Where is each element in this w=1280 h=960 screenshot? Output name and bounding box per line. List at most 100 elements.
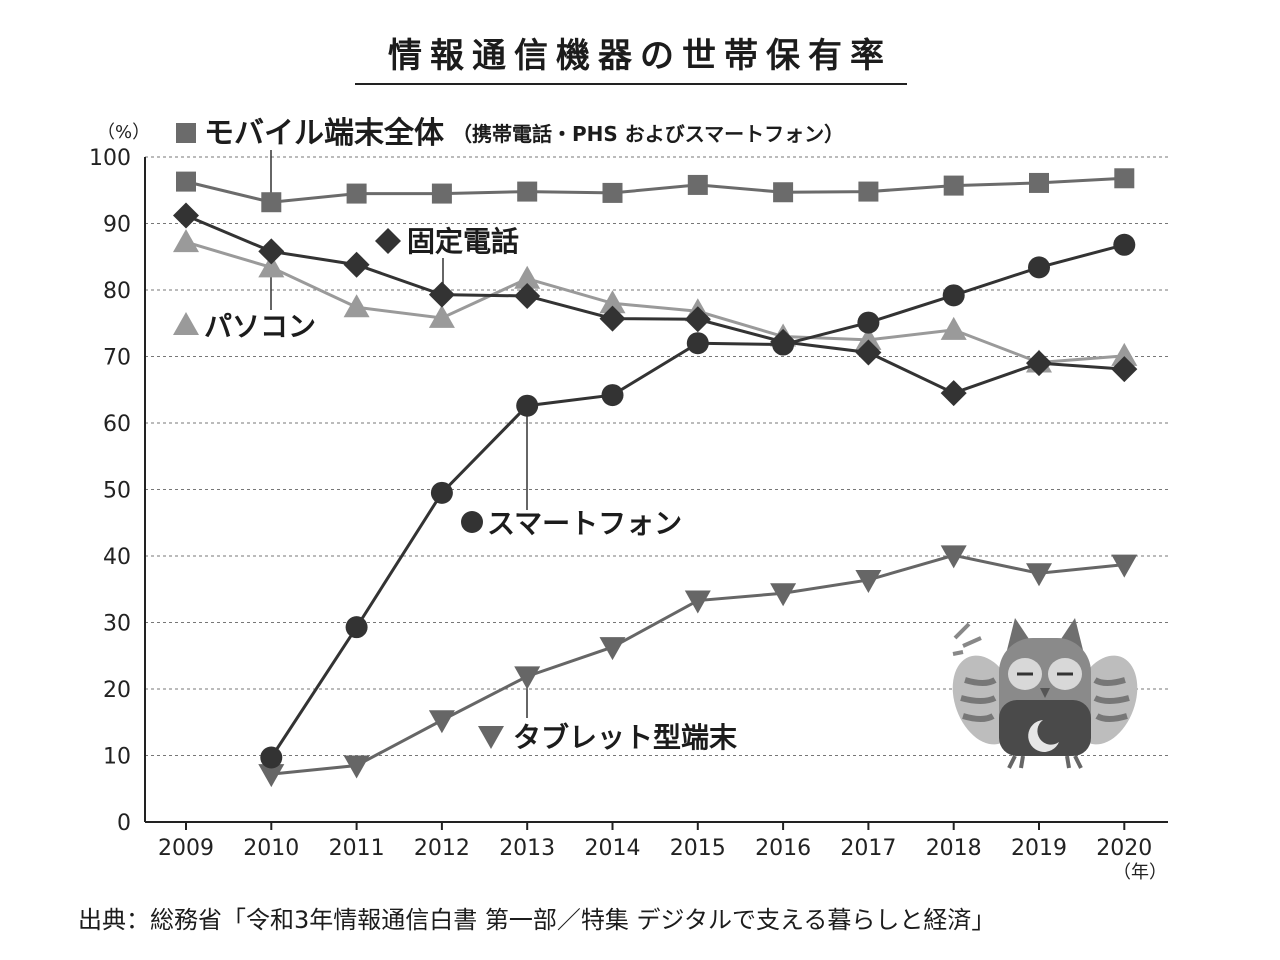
series-4 [258,545,1138,788]
owl-mascot-icon [952,618,1138,769]
data-point [514,666,541,690]
y-axis-unit: （%） [97,122,151,143]
x-tick-label: 2010 [243,836,299,861]
data-point [684,306,711,333]
data-point [176,171,196,192]
x-tick-label: 2018 [926,836,982,861]
data-point [773,182,794,203]
data-point [686,332,709,355]
y-tick-label: 80 [103,279,131,304]
data-point [770,583,797,607]
y-tick-label: 90 [103,213,131,238]
data-point [940,380,967,407]
data-point [601,384,624,407]
data-point [599,305,626,332]
x-tick-label: 2009 [158,836,214,861]
axes [144,157,1168,823]
data-point [855,569,882,593]
series-label: タブレット型端末 [513,721,737,754]
data-point [258,764,285,788]
data-point [687,174,708,195]
data-point [599,290,626,314]
series-1 [173,202,1138,407]
data-point [173,202,199,229]
data-point [1111,342,1138,366]
data-point [428,281,455,308]
series-3 [260,233,1136,769]
series-labels: モバイル端末全体 （携帯電話・PHS およびスマートフォン） 固定電話パソコンスマー… [173,116,844,754]
data-point [1113,233,1136,256]
x-tick-label: 2015 [670,836,726,861]
series-label: 固定電話 [407,225,519,258]
data-point [857,311,880,334]
data-point [261,192,282,213]
x-axis-unit: （年） [1113,862,1167,883]
y-tick-label: 50 [103,479,131,504]
x-tick-label: 2016 [755,836,811,861]
legend-marker [461,511,483,533]
data-point [855,326,882,350]
title-underline [355,83,907,85]
data-point [602,182,623,203]
x-tick-label: 2017 [840,836,896,861]
data-point [258,238,285,265]
legend-marker [375,228,401,254]
data-point [1029,172,1049,193]
x-tick-label: 2019 [1011,836,1067,861]
series-label: スマートフォン [487,507,682,540]
x-axis-ticks: 2009 2010 2011 2012 2013 2014 2015 2016 2017 2018… [158,822,1152,861]
data-point [345,616,368,639]
y-tick-label: 40 [103,545,131,570]
data-point [1026,350,1052,377]
data-point [599,637,626,661]
series-line [185,214,1125,395]
data-point [346,183,367,204]
x-tick-label: 2013 [499,836,555,861]
y-tick-label: 10 [103,745,131,770]
series-group [173,168,1138,788]
data-point [1111,554,1138,578]
data-point [1114,168,1135,189]
data-point [343,294,370,318]
data-point [858,181,879,202]
legend-marker [176,123,196,143]
x-tick-label: 2020 [1096,836,1152,861]
data-point [943,175,964,196]
x-tick-label: 2012 [414,836,470,861]
data-point [855,339,882,366]
legend-marker [173,312,199,335]
data-point [942,284,965,307]
data-point [517,181,538,202]
data-point [260,746,283,769]
data-point [514,265,541,289]
y-axis-ticks: 0 10 20 30 40 50 60 70 80 90 100 [89,146,131,836]
data-point [1026,563,1052,587]
data-point [684,590,711,614]
chart-title: 情報通信機器の世帯保有率 [388,36,892,76]
data-point [1028,256,1050,279]
series-label: モバイル端末全体 （携帯電話・PHS およびスマートフォン） [204,116,844,151]
data-point [772,333,795,356]
series-0 [176,168,1135,213]
y-tick-label: 70 [103,346,131,371]
y-tick-label: 0 [117,811,131,836]
series-label: パソコン [204,310,316,343]
data-point [258,254,285,278]
series-2 [173,229,1138,373]
data-point [343,251,370,278]
y-tick-label: 20 [103,678,131,703]
y-tick-label: 60 [103,412,131,437]
data-point [514,282,541,309]
x-tick-label: 2014 [585,836,641,861]
data-point [516,394,539,417]
data-point [428,710,455,734]
data-point [173,229,199,253]
data-point [343,755,370,779]
grid-lines [145,156,1168,756]
x-tick-label: 2011 [329,836,385,861]
data-point [431,183,452,204]
data-point [428,304,455,328]
legend-marker [478,726,504,749]
data-point [430,481,453,504]
